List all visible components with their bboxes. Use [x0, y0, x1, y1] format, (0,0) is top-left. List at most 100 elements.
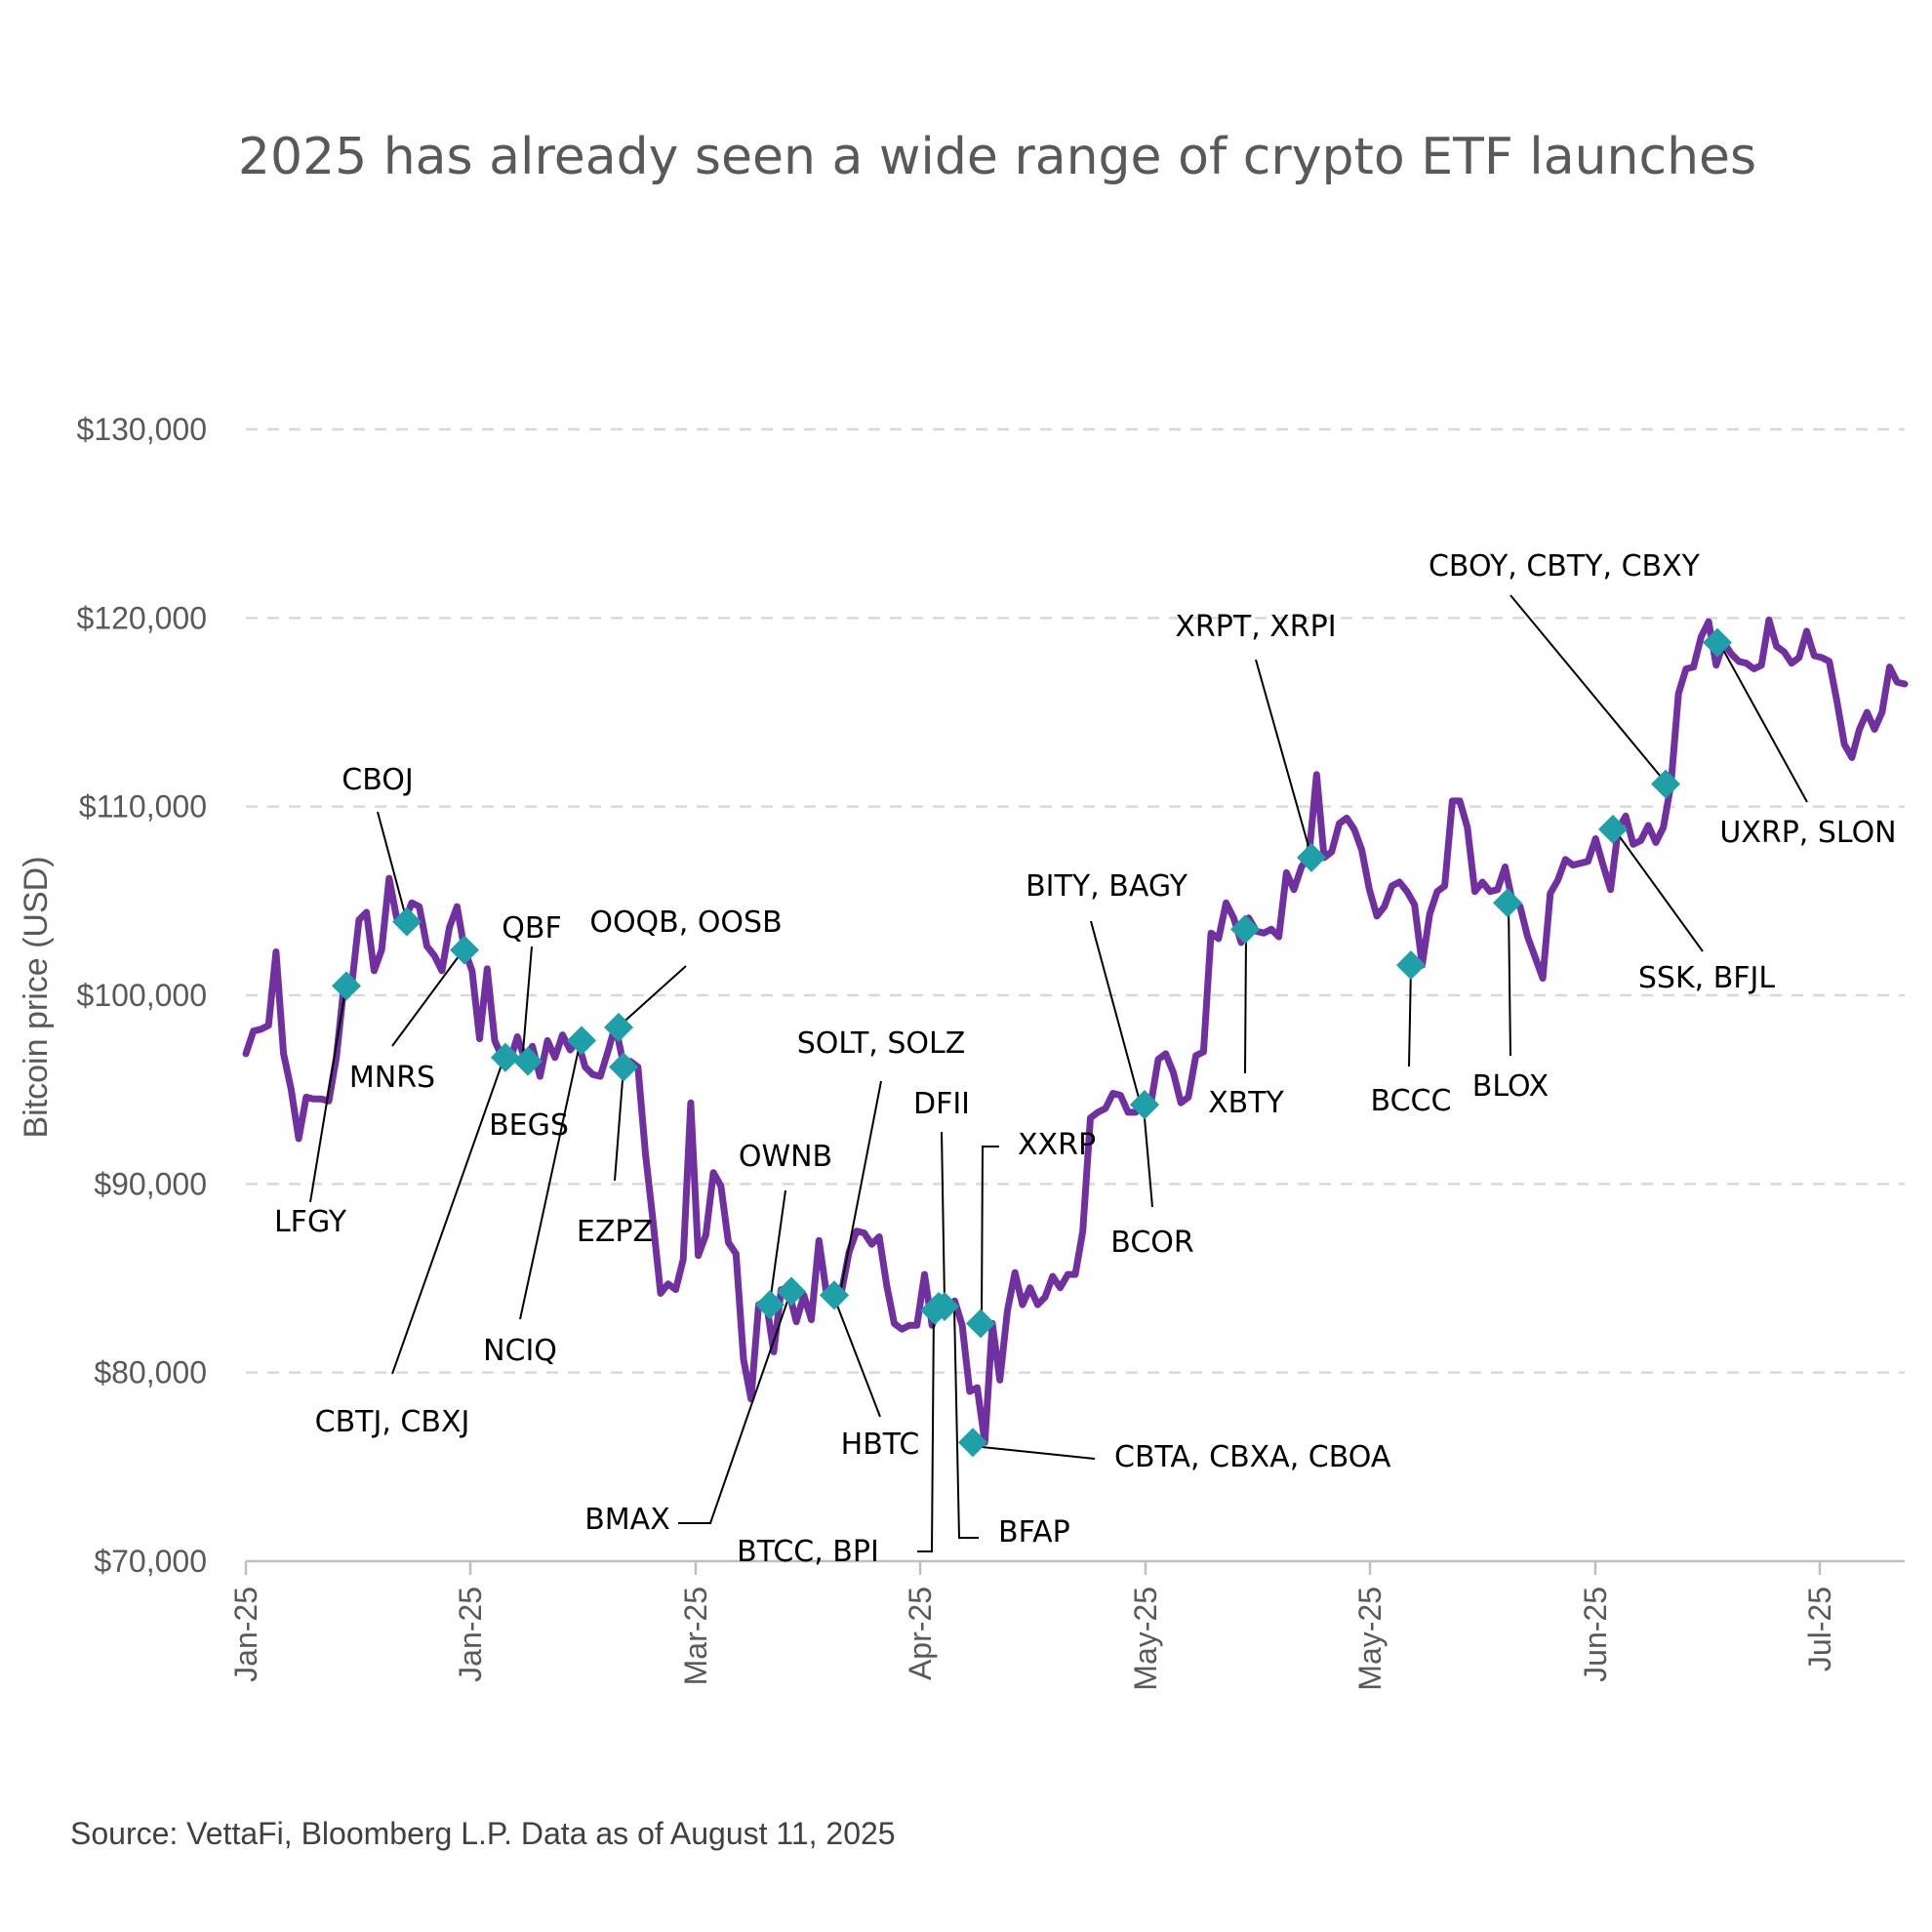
- annotation-leader-line: [1408, 965, 1412, 1067]
- launch-marker: [513, 1046, 543, 1076]
- launch-marker: [777, 1276, 806, 1307]
- launch-label: CBTA, CBXA, CBOA: [1114, 1440, 1391, 1474]
- launch-marker: [966, 1308, 995, 1339]
- launch-label: XRPT, XRPI: [1175, 610, 1336, 644]
- annotation-leader-line: [614, 1067, 624, 1182]
- launch-marker: [930, 1292, 959, 1321]
- launch-marker: [1703, 627, 1732, 658]
- x-tick-label: Mar-25: [678, 1587, 713, 1685]
- launch-label: BEGS: [489, 1108, 569, 1143]
- annotation-leader-line: [309, 983, 347, 1203]
- launch-label: CBTJ, CBXJ: [315, 1405, 470, 1439]
- annotation-leader-line: [618, 965, 687, 1027]
- launch-label: SOLT, SOLZ: [797, 1026, 966, 1061]
- launch-label: BFAP: [998, 1515, 1070, 1550]
- launch-label: MNRS: [349, 1061, 435, 1095]
- launch-marker: [1230, 914, 1260, 945]
- launch-label: UXRP, SLON: [1719, 816, 1896, 850]
- y-tick-label: $100,000: [77, 978, 207, 1013]
- launch-label: CBOJ: [342, 763, 413, 797]
- launch-label: BCCC: [1371, 1084, 1452, 1118]
- x-tick-label: Jun-25: [1578, 1587, 1613, 1682]
- annotation-leader-line: [953, 1307, 979, 1539]
- x-tick-label: May-25: [1352, 1587, 1388, 1691]
- annotation-leader-line: [1508, 902, 1511, 1057]
- launch-label: BLOX: [1472, 1069, 1549, 1104]
- annotation-leader-line: [1090, 920, 1140, 1099]
- annotation-leader-line: [917, 1307, 935, 1552]
- launch-marker: [392, 906, 422, 937]
- launch-marker: [1598, 814, 1628, 844]
- annotation-leader-line: [1144, 1117, 1153, 1208]
- annotation-leader-line: [391, 947, 465, 1047]
- x-tick-label: Jan-25: [453, 1587, 488, 1682]
- launch-marker: [1297, 842, 1326, 872]
- launch-label: LFGY: [274, 1205, 347, 1239]
- launch-label: BMAX: [584, 1503, 670, 1537]
- annotation-leader-line: [1612, 826, 1704, 952]
- annotation-leader-line: [972, 1445, 1096, 1460]
- launch-marker: [567, 1026, 596, 1056]
- launch-marker: [958, 1428, 987, 1458]
- annotation-leader-line: [1716, 638, 1808, 803]
- launch-label: QBF: [502, 911, 561, 946]
- annotation-leader-line: [521, 946, 533, 1065]
- y-axis-label: Bitcoin price (USD): [18, 856, 55, 1138]
- launch-label: OOQB, OOSB: [589, 906, 782, 940]
- gridlines: [246, 427, 1905, 1374]
- annotation-leader-line: [981, 1146, 999, 1318]
- launch-label: BTCC, BPI: [737, 1535, 879, 1569]
- source-note: Source: VettaFi, Bloomberg L.P. Data as …: [70, 1816, 896, 1851]
- annotation-leader-line: [391, 1053, 506, 1375]
- y-tick-label: $90,000: [94, 1166, 207, 1201]
- x-tick-label: Jul-25: [1802, 1587, 1837, 1671]
- annotation-leader-line: [678, 1289, 792, 1524]
- annotation-leader-line: [839, 1080, 882, 1294]
- annotation-leaders: [309, 594, 1808, 1552]
- launch-marker: [332, 971, 361, 1001]
- launch-marker: [755, 1290, 785, 1320]
- launch-marker: [1396, 950, 1426, 981]
- launch-marker: [820, 1280, 849, 1310]
- launch-markers: [332, 627, 1732, 1458]
- annotation-leader-line: [1509, 594, 1667, 784]
- launch-label: EZPZ: [577, 1215, 653, 1249]
- annotation-leader-line: [833, 1297, 881, 1418]
- launch-label: DFII: [913, 1087, 970, 1121]
- x-axis: Jan-25 Jan-25 Mar-25 Apr-25 May-25 May-25 Jun-…: [228, 1559, 1905, 1691]
- annotation-leader-line: [377, 811, 408, 922]
- chart-title: 2025 has already seen a wide range of cr…: [238, 128, 1756, 186]
- y-tick-label: $80,000: [94, 1355, 207, 1390]
- bitcoin-price-line: [242, 616, 1909, 1446]
- annotation-leader-line: [769, 1189, 786, 1304]
- launch-marker: [604, 1012, 633, 1042]
- launch-marker: [1651, 769, 1680, 799]
- launch-labels: LFGY CBOJ MNRS QBF BEGS CBTJ, CBXJ NCIQ OOQB, O…: [274, 549, 1897, 1569]
- annotation-leader-line: [1255, 659, 1312, 858]
- launch-marker: [450, 935, 479, 965]
- launch-marker: [1493, 888, 1522, 918]
- launch-label: XBTY: [1208, 1086, 1284, 1120]
- launch-marker: [1130, 1090, 1159, 1120]
- launch-marker: [491, 1042, 520, 1072]
- launch-marker: [609, 1052, 638, 1082]
- launch-label: XXRP: [1018, 1128, 1096, 1162]
- x-tick-label: Jan-25: [228, 1587, 263, 1682]
- x-tick-label: Apr-25: [903, 1587, 938, 1680]
- annotation-leader-line: [941, 1131, 946, 1302]
- launch-label: HBTC: [841, 1428, 920, 1462]
- launch-label: OWNB: [739, 1140, 832, 1174]
- x-tick-label: May-25: [1128, 1587, 1163, 1691]
- launch-label: SSK, BFJL: [1638, 961, 1776, 995]
- y-tick-label: $120,000: [77, 600, 207, 635]
- annotation-leader-line: [519, 1034, 583, 1320]
- y-tick-label: $70,000: [94, 1544, 207, 1579]
- annotation-leader-line: [1244, 936, 1247, 1074]
- launch-label: BITY, BAGY: [1026, 869, 1187, 904]
- launch-label: CBOY, CBTY, CBXY: [1429, 549, 1701, 584]
- launch-label: BCOR: [1110, 1226, 1193, 1260]
- y-axis: $70,000 $80,000 $90,000 $100,000 $110,000 $12…: [77, 412, 207, 1579]
- y-tick-label: $110,000: [79, 789, 207, 825]
- y-tick-label: $130,000: [77, 412, 207, 447]
